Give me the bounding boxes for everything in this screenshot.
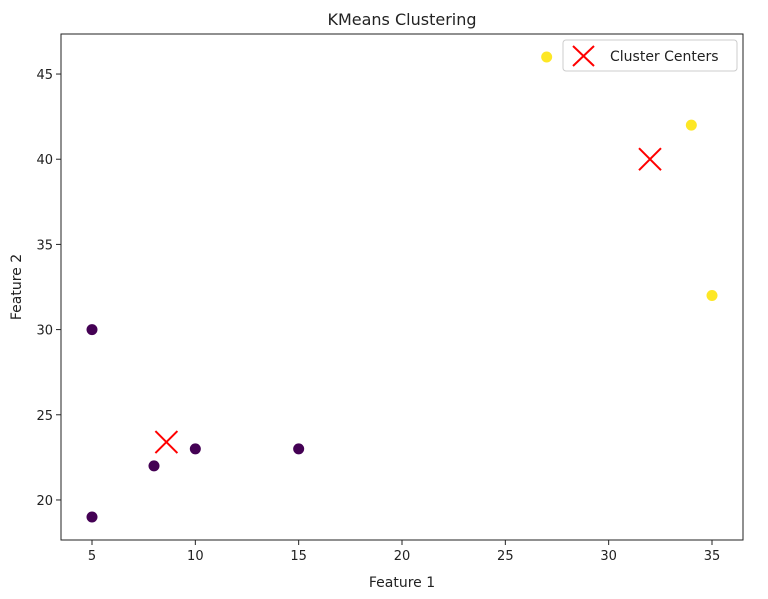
data-point xyxy=(706,290,718,302)
y-axis-ticks: 20 25 30 35 40 45 xyxy=(36,68,61,509)
y-tick-label: 30 xyxy=(36,324,53,339)
data-point xyxy=(541,51,553,63)
cluster-center-marker xyxy=(638,147,662,171)
legend-label-cluster-centers: Cluster Centers xyxy=(610,49,719,65)
legend-box xyxy=(562,39,738,72)
x-axis-label: Feature 1 xyxy=(369,575,435,591)
y-tick-label: 20 xyxy=(36,494,53,509)
x-tick-label: 10 xyxy=(187,549,204,564)
legend-center-marker xyxy=(572,45,595,67)
cluster-centers xyxy=(154,147,662,454)
legend: Cluster Centers xyxy=(562,39,738,72)
y-tick-label: 35 xyxy=(36,238,53,253)
data-point xyxy=(189,443,201,455)
y-tick-label: 25 xyxy=(36,409,53,424)
x-axis-ticks: 5 10 15 20 25 30 35 xyxy=(88,540,720,564)
cluster-center-marker xyxy=(154,430,179,454)
y-tick-label: 45 xyxy=(36,68,53,83)
cluster-center-stroke xyxy=(638,147,662,171)
data-point xyxy=(86,324,98,336)
chart-title: KMeans Clustering xyxy=(327,10,476,29)
data-point xyxy=(293,443,305,455)
x-tick-label: 5 xyxy=(88,549,96,564)
x-tick-label: 30 xyxy=(600,549,617,564)
data-point xyxy=(685,119,697,131)
x-tick-label: 20 xyxy=(394,549,411,564)
data-point xyxy=(148,460,160,472)
y-tick-label: 40 xyxy=(36,153,53,168)
plot-area xyxy=(60,33,744,541)
cluster-center-stroke xyxy=(154,430,179,454)
x-tick-label: 15 xyxy=(290,549,307,564)
y-axis-label: Feature 2 xyxy=(9,254,25,320)
data-points xyxy=(86,51,718,523)
x-tick-label: 35 xyxy=(704,549,721,564)
data-point xyxy=(86,511,98,523)
x-tick-label: 25 xyxy=(497,549,514,564)
